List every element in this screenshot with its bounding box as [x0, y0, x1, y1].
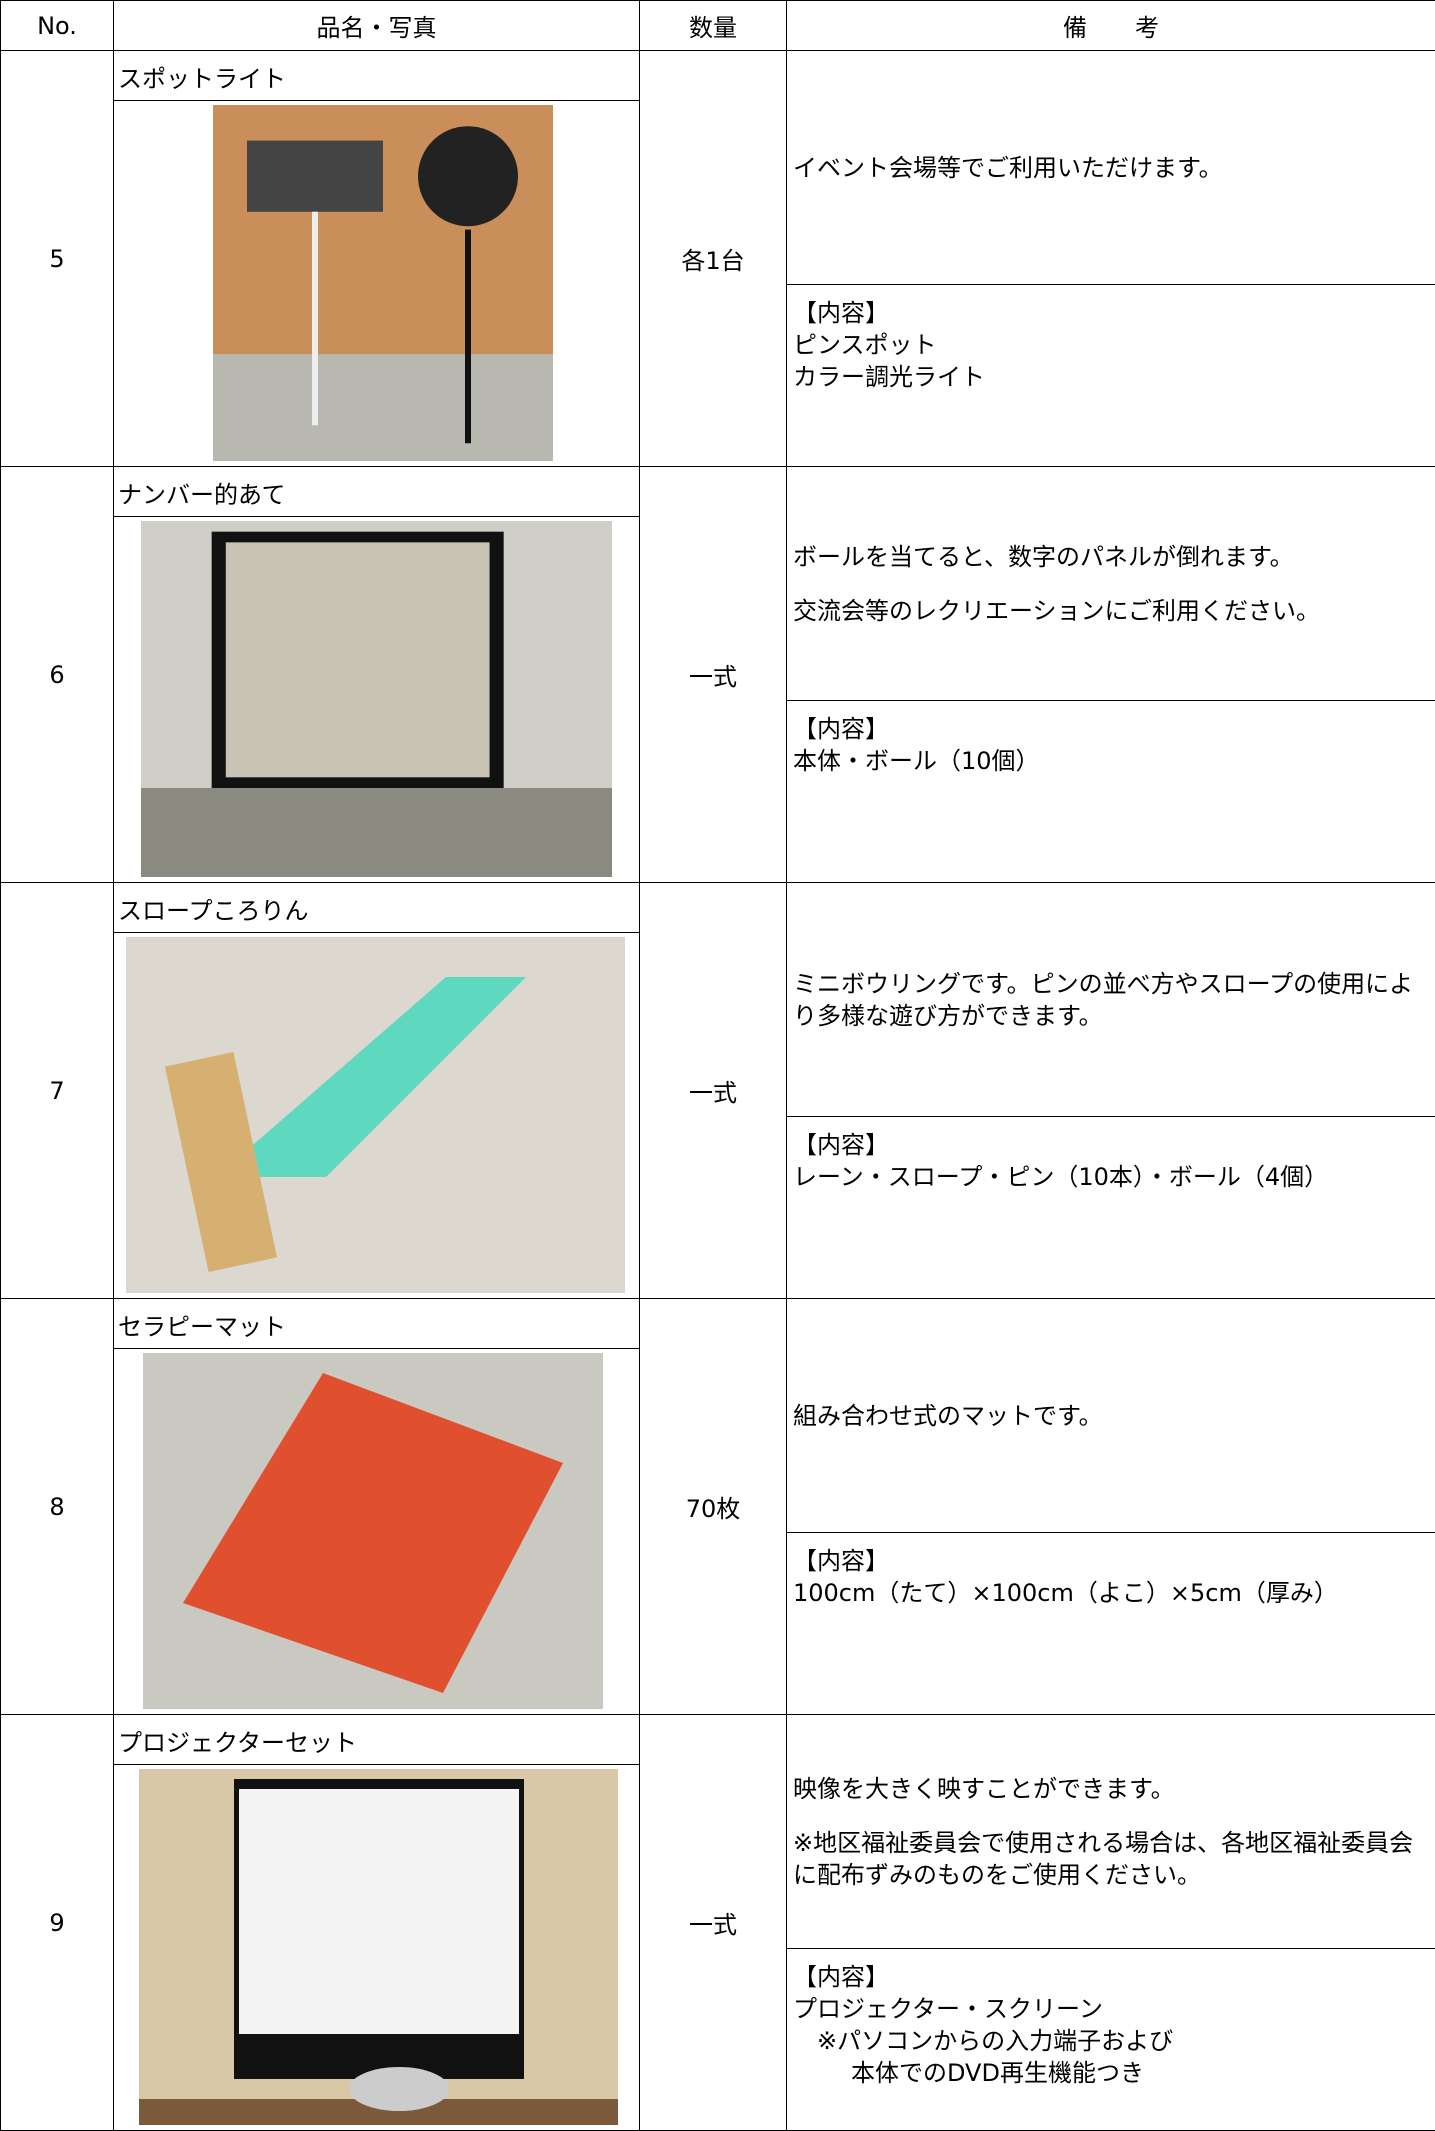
description-line: イベント会場等でご利用いただけます。 [793, 153, 1223, 182]
description-line: ※地区福祉委員会で使用される場合は、各地区福祉委員会に配布ずみのものをご使用くだ… [793, 1828, 1414, 1889]
header-notes: 備 考 [786, 0, 1435, 51]
row-no: 8 [0, 1298, 114, 1715]
description-line: 組み合わせ式のマットです。 [793, 1401, 1103, 1430]
contents: 【内容】 100cm（たて）×100cm（よこ）×5cm（厚み） [786, 1532, 1435, 1715]
item-name: スロープころりん [113, 882, 640, 933]
header-qty: 数量 [639, 0, 787, 51]
contents: 【内容】ピンスポットカラー調光ライト [786, 284, 1435, 467]
contents: 【内容】レーン・スロープ・ピン（10本）・ボール（4個） [786, 1116, 1435, 1299]
contents-line: レーン・スロープ・ピン（10本）・ボール（4個） [793, 1163, 1329, 1191]
contents-line: 本体でのDVD再生機能つき [851, 2059, 1144, 2087]
description: ミニボウリングです。ピンの並べ方やスロープの使用により多様な遊び方ができます。 [786, 882, 1435, 1117]
contents-line: 本体・ボール（10個） [793, 747, 1040, 775]
description-line: ボールを当てると、数字のパネルが倒れます。 [793, 542, 1294, 571]
description-line: 映像を大きく映すことができます。 [793, 1774, 1175, 1803]
description: ボールを当てると、数字のパネルが倒れます。 交流会等のレクリエーションにご利用くだ… [786, 466, 1435, 701]
contents-line: カラー調光ライト [793, 363, 985, 391]
contents-label: 【内容】 [793, 1547, 889, 1575]
item-photo [126, 937, 625, 1293]
contents-line: 100cm（たて）×100cm（よこ）×5cm（厚み） [793, 1579, 1338, 1607]
item-photo [139, 1769, 618, 2125]
description-line: 交流会等のレクリエーションにご利用ください。 [793, 596, 1321, 625]
contents: 【内容】プロジェクター・スクリーン ※パソコンからの入力端子および 本体でのDVD再… [786, 1948, 1435, 2131]
quantity: 各1台 [639, 50, 787, 467]
contents-label: 【内容】 [793, 1963, 889, 1991]
item-photo [213, 105, 553, 461]
row-no: 5 [0, 50, 114, 467]
description: 映像を大きく映すことができます。 ※地区福祉委員会で使用される場合は、各地区福祉委… [786, 1714, 1435, 1949]
description: 組み合わせ式のマットです。 [786, 1298, 1435, 1533]
contents-label: 【内容】 [793, 1131, 889, 1159]
contents: 【内容】本体・ボール（10個） [786, 700, 1435, 883]
item-name: ナンバー的あて [113, 466, 640, 517]
item-photo [143, 1353, 603, 1709]
contents-line: ※パソコンからの入力端子および [817, 2027, 1174, 2055]
contents-label: 【内容】 [793, 715, 889, 743]
contents-line: プロジェクター・スクリーン [793, 1995, 1103, 2023]
item-name: プロジェクターセット [113, 1714, 640, 1765]
contents-label: 【内容】 [793, 299, 889, 327]
description: イベント会場等でご利用いただけます。 [786, 50, 1435, 285]
quantity: 一式 [639, 466, 787, 883]
header-name: 品名・写真 [113, 0, 640, 51]
item-photo [141, 521, 612, 877]
row-no: 7 [0, 882, 114, 1299]
row-no: 6 [0, 466, 114, 883]
header-no: No. [0, 0, 114, 51]
item-name: スポットライト [113, 50, 640, 101]
item-name: セラピーマット [113, 1298, 640, 1349]
quantity: 一式 [639, 1714, 787, 2131]
description-line: ミニボウリングです。ピンの並べ方やスロープの使用により多様な遊び方ができます。 [793, 969, 1414, 1030]
quantity: 70枚 [639, 1298, 787, 1715]
contents-line: ピンスポット [793, 331, 937, 359]
row-no: 9 [0, 1714, 114, 2131]
quantity: 一式 [639, 882, 787, 1299]
